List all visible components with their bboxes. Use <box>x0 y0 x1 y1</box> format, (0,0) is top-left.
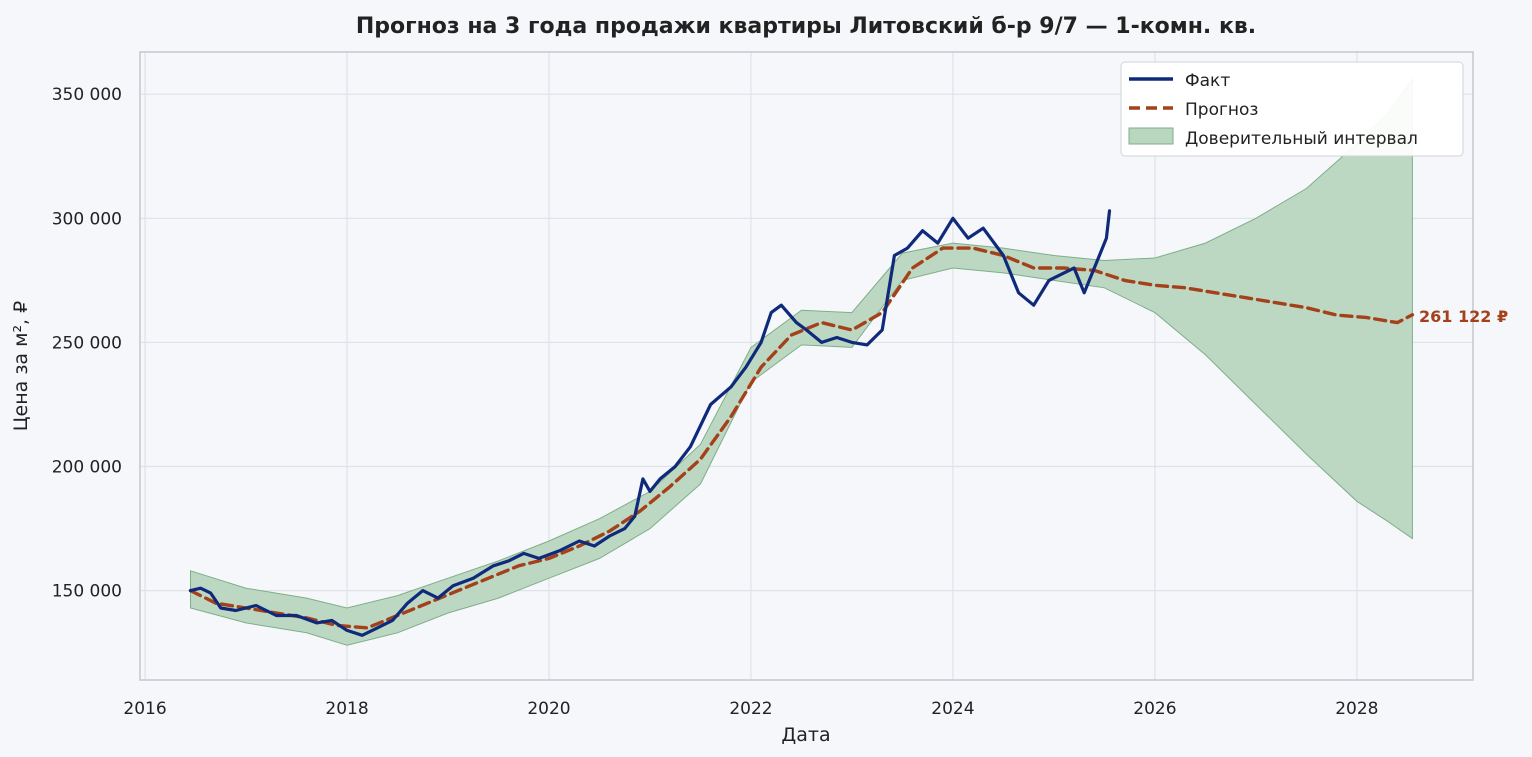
legend-box <box>1120 61 1464 157</box>
confidence-interval-area <box>190 77 1413 646</box>
y-tick-label: 150 000 <box>52 582 122 602</box>
legend-label-interval: Доверительный интервал <box>1185 129 1418 149</box>
x-tick-label: 2016 <box>123 699 166 719</box>
y-tick-label: 250 000 <box>52 333 122 353</box>
x-tick-label: 2024 <box>931 699 974 719</box>
x-tick-label: 2020 <box>527 699 570 719</box>
x-tick-label: 2022 <box>729 699 772 719</box>
y-tick-label: 300 000 <box>52 209 122 229</box>
plot-frame <box>139 51 1474 681</box>
series-lines <box>188 209 1415 637</box>
legend-label-forecast: Прогноз <box>1185 100 1258 120</box>
chart-title: Прогноз на 3 года продажи квартиры Литов… <box>356 14 1256 39</box>
legend-label-actual: Факт <box>1185 71 1230 91</box>
x-axis-label: Дата <box>781 724 830 746</box>
x-tick-label: 2018 <box>325 699 368 719</box>
y-tick-label: 200 000 <box>52 458 122 478</box>
x-axis-ticks: 2016 2018 2020 2022 2024 2026 2028 <box>123 699 1378 719</box>
x-tick-label: 2028 <box>1335 699 1378 719</box>
actual-line <box>188 209 1112 637</box>
y-axis-label: Цена за м², ₽ <box>10 301 32 431</box>
forecast-end-label: 261 122 ₽ <box>1419 307 1508 326</box>
legend-swatch-interval <box>1128 127 1174 145</box>
y-tick-label: 350 000 <box>52 85 122 105</box>
legend: Факт Прогноз Доверительный интервал <box>1120 61 1464 157</box>
y-axis-ticks: 150 000 200 000 250 000 300 000 350 000 <box>52 85 122 601</box>
confidence-band <box>190 77 1413 646</box>
x-tick-label: 2026 <box>1133 699 1176 719</box>
